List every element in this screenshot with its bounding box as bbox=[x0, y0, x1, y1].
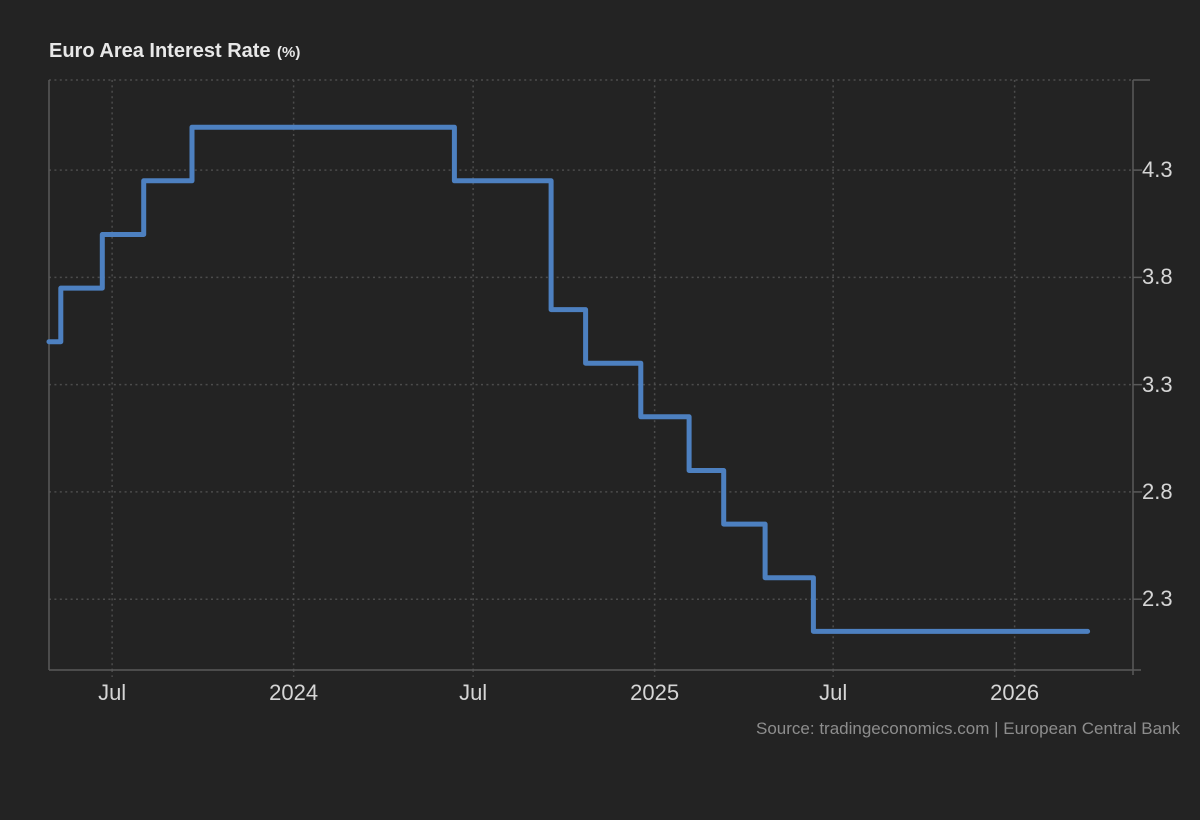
y-tick-label: 2.3 bbox=[1142, 586, 1173, 612]
x-tick-label: Jul bbox=[459, 680, 488, 705]
rate-step-line bbox=[46, 124, 1091, 634]
chart-title: Euro Area Interest Rate (%) bbox=[49, 40, 300, 63]
y-tick-label: 4.3 bbox=[1142, 157, 1173, 183]
y-tick-label: 3.8 bbox=[1142, 264, 1173, 290]
x-tick-label: 2026 bbox=[990, 680, 1040, 705]
x-tick-label: 2025 bbox=[630, 680, 680, 705]
x-tick-label: Jul bbox=[819, 680, 848, 705]
chart-title-unit: (%) bbox=[277, 44, 301, 61]
y-tick-label: 2.8 bbox=[1142, 478, 1173, 504]
x-tick-label: 2024 bbox=[269, 680, 319, 705]
x-tick-label: Jul bbox=[98, 680, 127, 705]
y-tick-label: 3.3 bbox=[1142, 371, 1173, 397]
chart-title-text: Euro Area Interest Rate bbox=[49, 40, 271, 62]
source-credit: Source: tradingeconomics.com | European … bbox=[756, 719, 1180, 738]
